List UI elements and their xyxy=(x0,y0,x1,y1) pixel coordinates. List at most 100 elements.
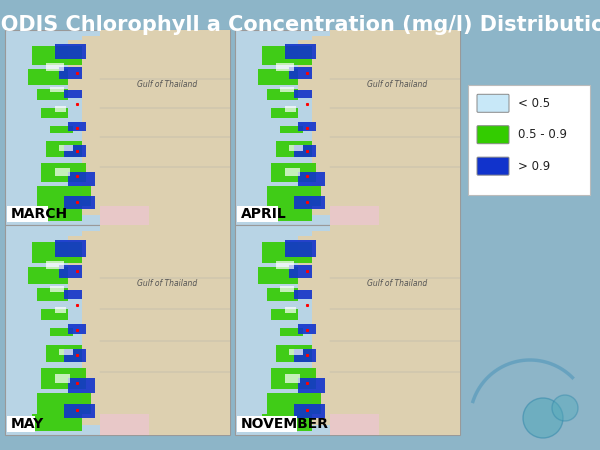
Bar xyxy=(293,196,325,209)
Text: Gulf of Thailand: Gulf of Thailand xyxy=(367,80,427,89)
Bar xyxy=(289,265,311,278)
Bar xyxy=(262,206,311,221)
Bar xyxy=(41,309,68,320)
Bar xyxy=(298,378,325,393)
Bar xyxy=(293,404,325,418)
Bar xyxy=(280,286,293,292)
Bar xyxy=(329,206,379,225)
Bar xyxy=(289,349,302,355)
Bar xyxy=(68,378,95,393)
Bar xyxy=(64,404,95,418)
Bar xyxy=(284,44,316,59)
Bar xyxy=(100,414,149,435)
Bar xyxy=(59,145,73,151)
Bar xyxy=(289,67,311,79)
Bar xyxy=(293,290,311,298)
Bar xyxy=(32,45,82,65)
Circle shape xyxy=(523,398,563,438)
Bar xyxy=(275,63,293,71)
Bar xyxy=(275,141,311,157)
Bar xyxy=(37,89,68,100)
Bar xyxy=(55,106,66,112)
Bar xyxy=(55,240,86,256)
Bar xyxy=(284,307,296,313)
Bar xyxy=(5,225,230,435)
Bar xyxy=(28,69,68,85)
Text: NOVEMBER: NOVEMBER xyxy=(241,417,329,431)
Bar xyxy=(237,206,277,222)
Bar xyxy=(64,349,86,361)
Bar xyxy=(329,414,379,435)
Bar xyxy=(7,206,47,222)
Text: Gulf of Thailand: Gulf of Thailand xyxy=(137,279,197,288)
Bar xyxy=(271,309,298,320)
Bar xyxy=(64,196,95,209)
Bar xyxy=(55,168,70,176)
Bar xyxy=(32,414,82,431)
Bar xyxy=(266,186,320,206)
Bar xyxy=(68,235,102,298)
Bar xyxy=(41,162,86,182)
Bar xyxy=(266,393,320,414)
Bar xyxy=(50,86,64,92)
Bar xyxy=(257,69,298,85)
Bar xyxy=(311,36,334,215)
Bar xyxy=(82,36,104,215)
Bar xyxy=(32,242,82,263)
Bar xyxy=(262,242,311,263)
Bar xyxy=(100,30,230,225)
Bar xyxy=(293,349,316,361)
Bar xyxy=(266,89,298,100)
Bar xyxy=(55,374,70,382)
Bar xyxy=(5,30,230,225)
Bar xyxy=(46,141,82,157)
Bar xyxy=(298,122,316,131)
Bar xyxy=(298,172,325,186)
Bar xyxy=(237,416,297,432)
Bar xyxy=(37,288,68,301)
FancyBboxPatch shape xyxy=(477,126,509,144)
Bar xyxy=(271,108,298,118)
Text: MODIS Chlorophyll a Concentration (mg/l) Distribution: MODIS Chlorophyll a Concentration (mg/l)… xyxy=(0,15,600,35)
Bar xyxy=(100,206,149,225)
Bar xyxy=(235,30,460,225)
Text: APRIL: APRIL xyxy=(241,207,287,221)
Bar xyxy=(284,374,300,382)
Bar xyxy=(28,267,68,284)
Bar xyxy=(68,122,86,131)
Bar xyxy=(298,40,332,98)
Bar xyxy=(50,126,73,133)
Bar xyxy=(280,328,302,336)
Bar xyxy=(275,345,311,361)
Bar xyxy=(32,206,82,221)
Bar xyxy=(280,126,302,133)
FancyBboxPatch shape xyxy=(477,157,509,175)
Bar xyxy=(284,240,316,256)
Bar xyxy=(311,231,334,424)
Text: Gulf of Thailand: Gulf of Thailand xyxy=(137,80,197,89)
Bar xyxy=(298,235,332,298)
Bar xyxy=(68,172,95,186)
Bar xyxy=(271,368,316,389)
Bar xyxy=(41,368,86,389)
FancyBboxPatch shape xyxy=(477,94,509,112)
Bar xyxy=(262,414,311,431)
Bar xyxy=(41,108,68,118)
Bar xyxy=(68,324,86,334)
Bar xyxy=(59,349,73,355)
Bar xyxy=(46,345,82,361)
Text: Gulf of Thailand: Gulf of Thailand xyxy=(367,279,427,288)
Bar xyxy=(68,40,102,98)
Bar xyxy=(235,225,460,435)
Bar xyxy=(50,286,64,292)
Circle shape xyxy=(552,395,578,421)
Bar xyxy=(271,162,316,182)
Bar xyxy=(262,45,311,65)
Bar xyxy=(64,290,82,298)
Bar xyxy=(50,328,73,336)
Bar xyxy=(55,44,86,59)
Bar xyxy=(329,30,460,225)
Bar xyxy=(37,186,91,206)
Bar xyxy=(7,416,35,432)
Bar xyxy=(64,145,86,157)
